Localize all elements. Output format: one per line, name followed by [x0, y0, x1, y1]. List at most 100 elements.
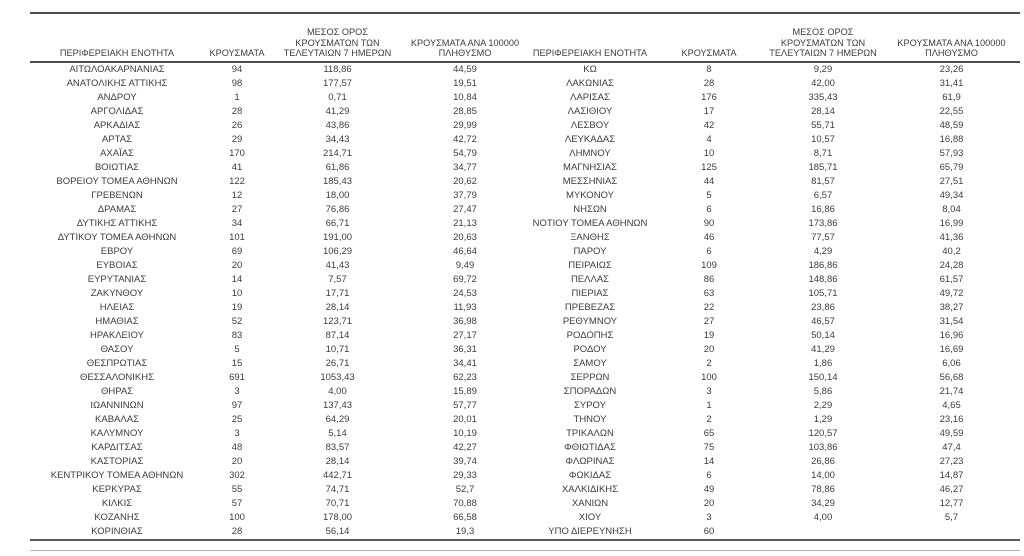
- cases-cell: 65: [703, 427, 715, 439]
- region-name-cell: ΣΥΡΟΥ: [574, 399, 606, 411]
- per-100k-cell: 31,54: [939, 315, 964, 327]
- avg-7day-cell: 442,71: [322, 469, 353, 481]
- avg-7day-cell: 5,14: [328, 427, 347, 439]
- avg-7day-cell: 61,86: [325, 161, 350, 173]
- region-name-cell: ΕΥΡΥΤΑΝΙΑΣ: [87, 273, 147, 285]
- avg-7day-cell: 123,71: [322, 315, 353, 327]
- cases-cell: 22: [703, 301, 715, 313]
- table-row: ΠΕΙΡΑΙΩΣ 109 186,86 24,28: [525, 259, 1020, 273]
- cases-cell: 27: [231, 203, 243, 215]
- table-row: ΦΛΩΡΙΝΑΣ 14 26,86 27,23: [525, 455, 1020, 469]
- table-row: ΚΩ 8 9,29 23,26: [525, 62, 1020, 77]
- per-100k-cell: 24,53: [453, 287, 477, 299]
- per-100k-cell: 46,27: [939, 483, 964, 495]
- avg-7day-cell: 0,71: [328, 91, 347, 103]
- cases-cell: 2: [706, 413, 712, 425]
- avg-7day-cell: 118,86: [323, 63, 352, 75]
- region-name-cell: ΛΕΣΒΟΥ: [570, 119, 610, 131]
- per-100k-cell: 16,88: [939, 133, 964, 145]
- per-100k-cell: 40,2: [942, 245, 961, 257]
- region-name-cell: ΚΟΡΙΝΘΙΑΣ: [30, 524, 204, 541]
- cases-cell: 101: [229, 231, 245, 243]
- avg-7day-cell: 6,57: [813, 189, 833, 201]
- cases-cell: 75: [703, 441, 715, 453]
- table-row: ΥΠΟ ΔΙΕΡΕΥΝΗΣΗ 60: [525, 524, 1020, 541]
- avg-7day-cell: 214,71: [322, 147, 353, 159]
- region-name-cell: ΔΥΤΙΚΗΣ ΑΤΤΙΚΗΣ: [76, 217, 158, 229]
- per-100k-cell: 56,68: [939, 371, 964, 383]
- per-100k-cell: 19,3: [405, 524, 525, 541]
- region-name-cell: ΒΟΙΩΤΙΑΣ: [94, 161, 140, 173]
- cases-cell: 48: [231, 441, 243, 453]
- table-row: ΑΙΤΩΛΟΑΚΑΡΝΑΝΙΑΣ 94 118,86 44,59: [30, 62, 525, 77]
- avg-7day-cell: 173,86: [808, 217, 838, 229]
- table-row: ΕΥΡΥΤΑΝΙΑΣ 14 7,57 69,72: [30, 273, 525, 287]
- avg-7day-cell: 28,14: [325, 455, 350, 467]
- cases-cell: 691: [229, 371, 245, 383]
- cases-cell: 19: [231, 301, 243, 313]
- per-100k-cell: 21,13: [453, 217, 477, 229]
- table-row: ΦΩΚΙΔΑΣ 6 14,00 14,87: [525, 469, 1020, 483]
- per-100k-cell: 34,77: [453, 161, 477, 173]
- per-100k-cell: 19,51: [453, 77, 477, 89]
- region-name-cell: ΡΟΔΟΠΗΣ: [566, 329, 614, 341]
- table-row: ΓΡΕΒΕΝΩΝ 12 18,00 37,79: [30, 189, 525, 203]
- region-name-cell: ΛΕΥΚΑΔΑΣ: [564, 133, 616, 145]
- table-row: ΒΟΙΩΤΙΑΣ 41 61,86 34,77: [30, 161, 525, 175]
- avg-7day-cell: 4,00: [328, 385, 347, 397]
- table-row: ΛΑΚΩΝΙΑΣ 28 42,00 31,41: [525, 77, 1020, 91]
- table-row: ΕΒΡΟΥ 69 106,29 46,64: [30, 245, 525, 259]
- per-100k-cell: 42,27: [453, 441, 477, 453]
- cases-cell: 5: [706, 189, 712, 201]
- region-name-cell: ΞΑΝΘΗΣ: [570, 231, 610, 243]
- region-name-cell: ΑΙΤΩΛΟΑΚΑΡΝΑΝΙΑΣ: [69, 63, 165, 75]
- cases-cell: 69: [231, 245, 243, 257]
- avg-7day-cell: 150,14: [808, 371, 838, 383]
- region-name-cell: ΚΑΒΑΛΑΣ: [95, 413, 139, 425]
- cases-cell: 20: [231, 259, 243, 271]
- per-100k-cell: 10,19: [453, 427, 477, 439]
- per-100k-cell: 27,51: [939, 175, 964, 187]
- region-name-cell: ΚΑΣΤΟΡΙΑΣ: [90, 455, 144, 467]
- table-row: ΡΟΔΟΥ 20 41,29 16,69: [525, 343, 1020, 357]
- cases-cell: 26: [231, 119, 243, 131]
- cases-cell: 20: [703, 343, 715, 355]
- avg-7day-cell: 56,14: [270, 524, 405, 541]
- per-100k-cell: 21,74: [939, 385, 964, 397]
- region-name-cell: ΛΑΡΙΣΑΣ: [570, 91, 610, 103]
- per-100k-cell: 36,31: [453, 343, 477, 355]
- avg-7day-cell: 70,71: [325, 497, 350, 509]
- cases-cell: 5: [234, 343, 240, 355]
- cases-cell: 17: [703, 105, 715, 117]
- avg-7day-cell: 137,43: [322, 399, 353, 411]
- region-name-cell: ΣΠΟΡΑΔΩΝ: [563, 385, 617, 397]
- cases-cell: 176: [701, 91, 717, 103]
- region-name-cell: ΚΩ: [583, 63, 597, 75]
- avg-7day-cell: 46,57: [811, 315, 835, 327]
- per-100k-cell: 31,41: [939, 77, 964, 89]
- region-name-cell: ΗΛΕΙΑΣ: [99, 301, 135, 313]
- avg-7day-cell: 18,00: [325, 189, 350, 201]
- table-row: ΧΙΟΥ 3 4,00 5,7: [525, 511, 1020, 525]
- per-100k-cell: 23,16: [939, 413, 964, 425]
- region-name-cell: ΦΘΙΩΤΙΔΑΣ: [564, 441, 616, 453]
- avg-7day-cell: 1,29: [813, 413, 833, 425]
- per-100k-cell: 20,62: [453, 175, 477, 187]
- avg-7day-cell: 87,14: [325, 329, 350, 341]
- per-100k-cell: 46,64: [453, 245, 477, 257]
- table-row: ΚΙΛΚΙΣ 57 70,71 70,88: [30, 497, 525, 511]
- avg-7day-cell: 34,29: [811, 497, 835, 509]
- region-name-cell: ΧΑΝΙΩΝ: [571, 497, 609, 509]
- cases-cell: 6: [706, 469, 712, 481]
- region-name-cell: ΥΠΟ ΔΙΕΡΕΥΝΗΣΗ: [525, 524, 655, 541]
- region-name-cell: ΧΙΟΥ: [578, 511, 602, 523]
- avg-7day-cell: 76,86: [325, 203, 350, 215]
- per-100k-cell: 44,59: [453, 63, 477, 75]
- region-name-cell: ΘΗΡΑΣ: [100, 385, 134, 397]
- per-100k-cell: 39,74: [453, 455, 477, 467]
- table-row: ΔΥΤΙΚΗΣ ΑΤΤΙΚΗΣ 34 66,71 21,13: [30, 217, 525, 231]
- table-row: ΚΕΝΤΡΙΚΟΥ ΤΟΜΕΑ ΑΘΗΝΩΝ 302 442,71 29,33: [30, 469, 525, 483]
- avg-7day-cell: 4,29: [813, 245, 833, 257]
- cases-cell: 55: [231, 483, 243, 495]
- avg-7day-cell: 10,71: [325, 343, 350, 355]
